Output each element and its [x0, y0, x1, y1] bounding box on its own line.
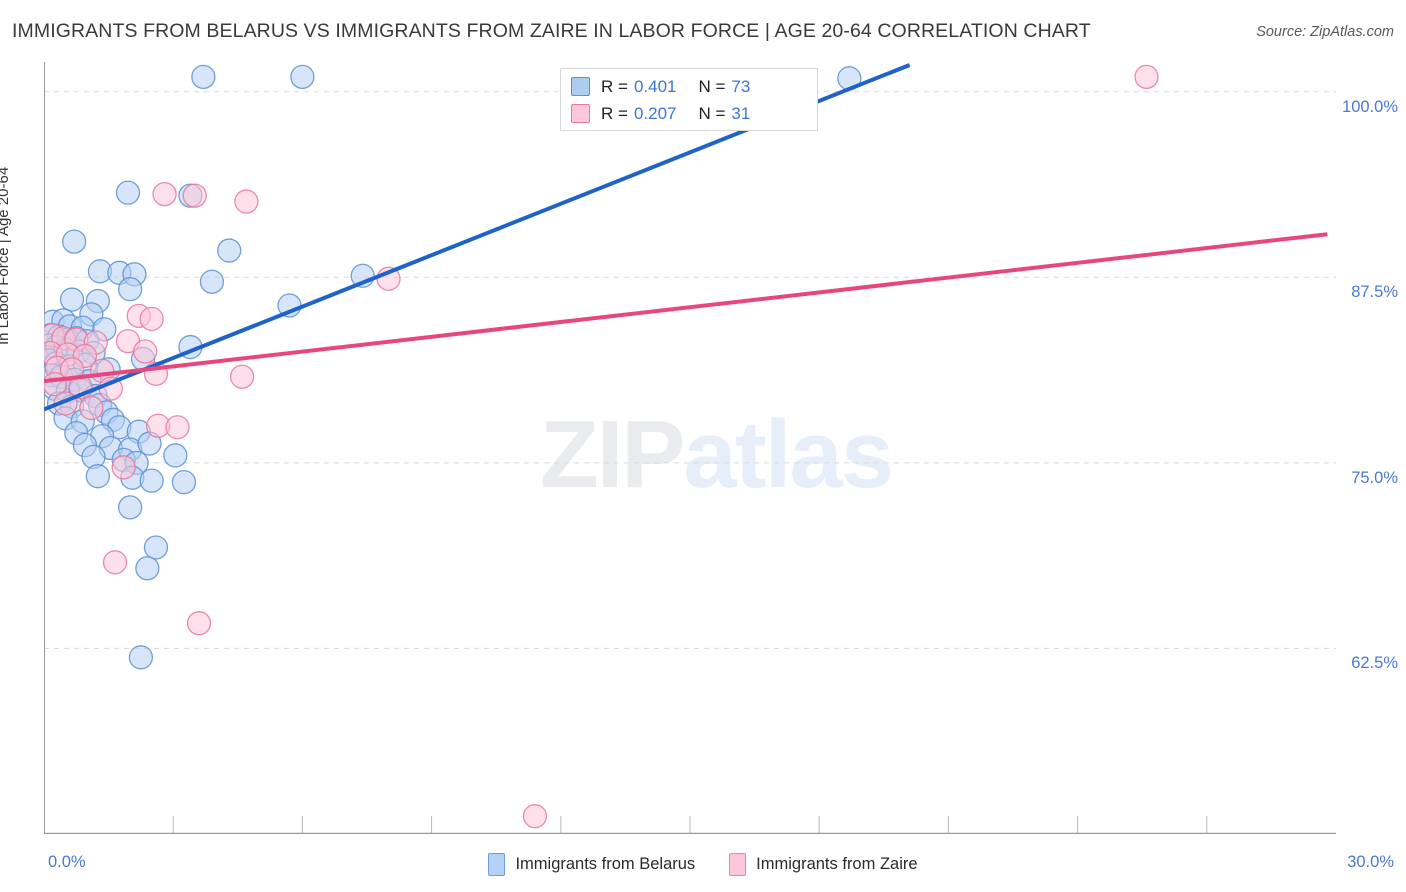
series-swatch-belarus-icon	[488, 852, 506, 876]
data-point	[128, 645, 154, 670]
legend-r-value-belarus: 0.401	[633, 76, 677, 96]
series-points-immigrants-from-zaire	[44, 64, 1159, 829]
legend-row-belarus: R = 0.401 N = 73	[571, 73, 817, 100]
series-legend: Immigrants from Belarus Immigrants from …	[0, 848, 1406, 880]
x-axis-max-label: 30.0%	[1347, 853, 1394, 871]
data-point	[133, 339, 158, 364]
data-point	[217, 238, 242, 263]
legend-r-value-zaire: 0.207	[633, 103, 677, 123]
data-point	[290, 64, 315, 89]
series-legend-item-belarus[interactable]: Immigrants from Belarus	[488, 852, 696, 876]
legend-r-label-zaire: R =	[601, 103, 628, 123]
legend-n-label-zaire: N =	[698, 103, 726, 123]
data-point	[117, 276, 143, 302]
plot-area	[44, 62, 1336, 834]
data-point	[115, 180, 141, 205]
legend-n-label-belarus: N =	[698, 76, 726, 96]
data-point	[139, 306, 164, 331]
legend-row-zaire: R = 0.207 N = 31	[571, 100, 817, 127]
y-axis-tick-label: 100.0%	[1342, 97, 1398, 116]
data-point	[186, 611, 212, 636]
data-point	[59, 287, 85, 312]
data-point	[522, 804, 548, 829]
legend-n-value-zaire: 31	[731, 103, 751, 123]
source-attribution: Source: ZipAtlas.com	[1256, 24, 1394, 40]
y-axis-tick-label: 62.5%	[1351, 654, 1398, 673]
data-point	[171, 469, 197, 495]
data-point	[165, 415, 190, 440]
series-label-zaire: Immigrants from Zaire	[756, 854, 918, 873]
data-point	[102, 550, 128, 575]
data-point	[79, 395, 104, 421]
data-point	[117, 495, 143, 520]
data-point	[111, 455, 136, 480]
data-point	[143, 535, 169, 560]
scatter-plot-svg	[44, 62, 1336, 834]
data-point	[135, 556, 160, 581]
data-point	[229, 364, 255, 389]
data-point	[191, 64, 216, 89]
x-axis-min-label: 0.0%	[48, 853, 86, 871]
data-point	[163, 443, 188, 468]
data-point	[199, 269, 225, 294]
trend-line-immigrants-from-zaire	[44, 232, 1328, 384]
legend-swatch-zaire-icon	[571, 104, 590, 123]
y-axis-tick-label: 75.0%	[1351, 468, 1398, 487]
data-point	[182, 183, 207, 208]
y-axis-label: In Labor Force | Age 20-64	[0, 166, 12, 345]
page-title: IMMIGRANTS FROM BELARUS VS IMMIGRANTS FR…	[12, 20, 1091, 42]
correlation-legend: R = 0.401 N = 73 R = 0.207 N = 31	[560, 68, 818, 131]
data-point	[1134, 64, 1159, 89]
data-point	[61, 229, 87, 254]
data-point	[234, 189, 259, 214]
y-axis-tick-label: 87.5%	[1351, 283, 1398, 302]
data-point	[139, 468, 164, 493]
data-point	[152, 181, 177, 207]
series-label-belarus: Immigrants from Belarus	[515, 854, 696, 873]
data-point	[85, 464, 110, 489]
legend-r-label-belarus: R =	[601, 76, 628, 96]
series-swatch-zaire-icon	[729, 852, 747, 876]
legend-swatch-belarus-icon	[571, 77, 590, 96]
series-legend-item-zaire[interactable]: Immigrants from Zaire	[729, 852, 918, 876]
legend-n-value-belarus: 73	[731, 76, 751, 96]
